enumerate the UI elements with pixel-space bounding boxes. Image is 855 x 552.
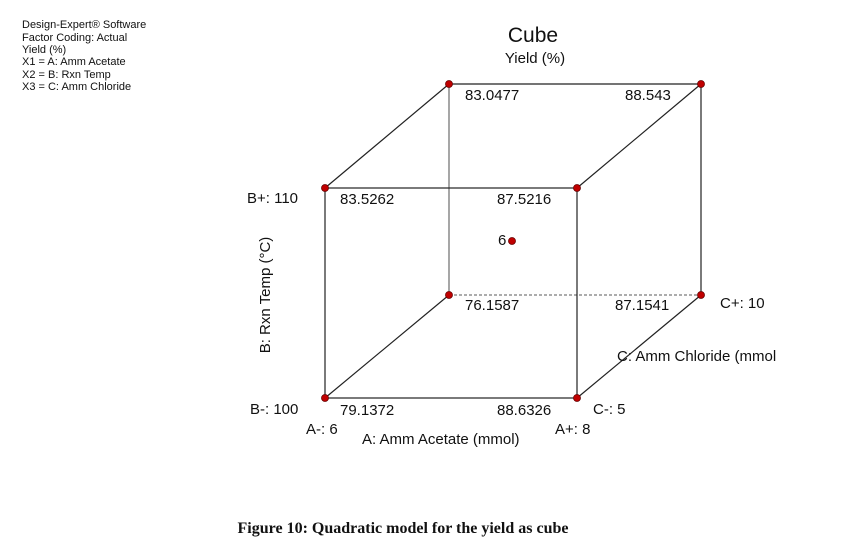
edge xyxy=(576,294,702,399)
point xyxy=(321,394,329,402)
corner-points xyxy=(321,80,705,402)
corner-value: 83.5262 xyxy=(340,191,394,208)
header-line: Factor Coding: Actual xyxy=(22,32,127,44)
axis-label: A: Amm Acetate (mmol) xyxy=(362,431,520,448)
axis-label: B: Rxn Temp (°C) xyxy=(257,237,274,354)
corner-value: 87.5216 xyxy=(497,191,551,208)
point xyxy=(697,80,705,88)
point xyxy=(445,80,453,88)
title: Cube xyxy=(508,24,558,47)
corner-value: 83.0477 xyxy=(465,87,519,104)
level-label: B+: 110 xyxy=(247,190,298,207)
caption: Figure 10: Quadratic model for the yield… xyxy=(238,520,569,537)
level-label: C-: 5 xyxy=(593,401,626,418)
point xyxy=(697,291,705,299)
header: Design-Expert® Software Factor Coding: A… xyxy=(22,19,146,93)
point xyxy=(573,394,581,402)
header-line: X3 = C: Amm Chloride xyxy=(22,81,131,93)
corner-value: 76.1587 xyxy=(465,297,519,314)
corner-value: 88.6326 xyxy=(497,402,551,419)
subtitle: Yield (%) xyxy=(505,50,565,67)
level-label: B-: 100 xyxy=(250,401,298,418)
corner-value: 88.543 xyxy=(625,87,671,104)
edge xyxy=(324,83,450,189)
corner-value: 79.1372 xyxy=(340,402,394,419)
point xyxy=(321,184,329,192)
cube-edges xyxy=(324,83,702,399)
axis-label: C: Amm Chloride (mmol xyxy=(617,348,776,365)
point xyxy=(445,291,453,299)
header-line: X2 = B: Rxn Temp xyxy=(22,69,111,81)
header-line: Yield (%) xyxy=(22,44,66,56)
front-face xyxy=(324,187,578,399)
edge xyxy=(576,83,702,189)
header-line: X1 = A: Amm Acetate xyxy=(22,56,126,68)
point xyxy=(573,184,581,192)
corner-value: 87.1541 xyxy=(615,297,669,314)
center-point xyxy=(508,237,516,245)
level-label: A+: 8 xyxy=(555,421,590,438)
center-count: 6 xyxy=(498,232,506,249)
edge xyxy=(324,294,450,399)
level-label: C+: 10 xyxy=(720,295,765,312)
header-line: Design-Expert® Software xyxy=(22,19,146,31)
level-label: A-: 6 xyxy=(306,421,338,438)
